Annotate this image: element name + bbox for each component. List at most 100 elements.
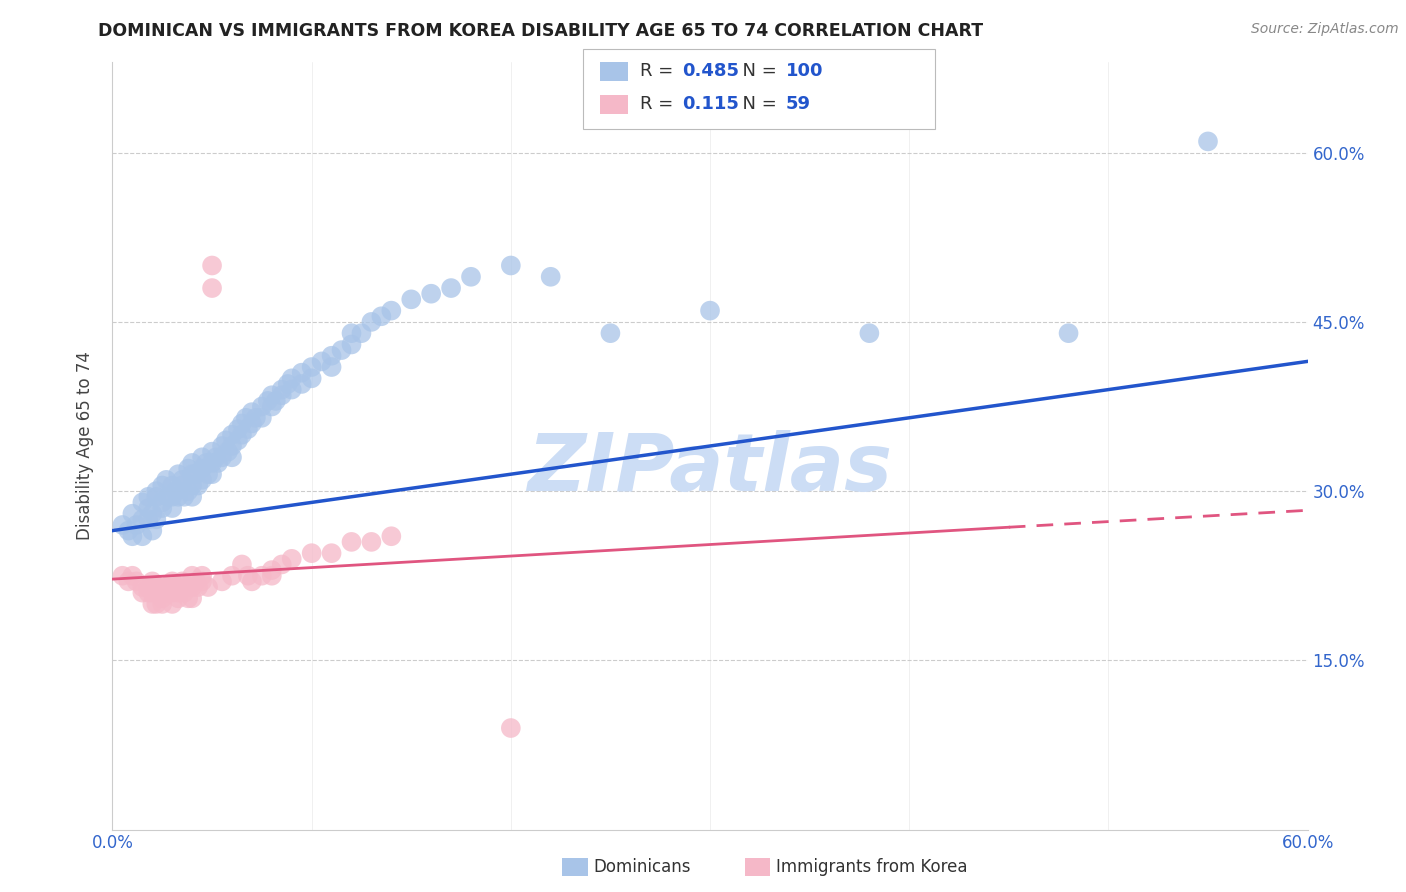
Point: [165, 484, 187, 499]
Point: [499, 721, 522, 735]
Text: Dominicans: Dominicans: [593, 858, 690, 876]
Point: [150, 501, 173, 516]
Point: [250, 568, 273, 582]
Point: [173, 585, 195, 599]
Point: [150, 597, 173, 611]
Point: [141, 585, 163, 599]
Text: R =: R =: [640, 95, 679, 113]
Point: [250, 410, 273, 425]
Point: [181, 467, 204, 482]
Point: [221, 568, 243, 582]
Point: [250, 400, 273, 414]
Point: [217, 444, 239, 458]
Point: [245, 410, 267, 425]
Point: [460, 269, 482, 284]
Text: Source: ZipAtlas.com: Source: ZipAtlas.com: [1251, 22, 1399, 37]
Point: [165, 580, 187, 594]
Point: [260, 568, 283, 582]
Point: [162, 574, 183, 589]
Point: [420, 286, 443, 301]
Point: [138, 512, 160, 526]
Point: [181, 580, 204, 594]
Point: [264, 393, 287, 408]
Point: [186, 467, 208, 482]
Point: [145, 580, 167, 594]
Point: [360, 315, 382, 329]
Point: [277, 376, 299, 391]
Point: [162, 490, 183, 504]
Point: [281, 383, 304, 397]
Text: 59: 59: [786, 95, 811, 113]
Point: [177, 461, 200, 475]
Point: [301, 371, 323, 385]
Point: [350, 326, 373, 341]
Point: [291, 366, 314, 380]
Point: [131, 580, 153, 594]
Point: [370, 310, 392, 324]
Point: [197, 580, 219, 594]
Text: DOMINICAN VS IMMIGRANTS FROM KOREA DISABILITY AGE 65 TO 74 CORRELATION CHART: DOMINICAN VS IMMIGRANTS FROM KOREA DISAB…: [98, 22, 984, 40]
Point: [149, 580, 172, 594]
Point: [162, 478, 183, 492]
Point: [270, 388, 292, 402]
Point: [1197, 135, 1219, 149]
Point: [1057, 326, 1080, 341]
Point: [181, 478, 204, 492]
Point: [177, 591, 200, 606]
Point: [226, 434, 249, 448]
Point: [141, 507, 163, 521]
Point: [187, 478, 209, 492]
Point: [380, 529, 402, 543]
Point: [311, 354, 333, 368]
Point: [181, 568, 204, 582]
Point: [380, 303, 402, 318]
Point: [301, 359, 323, 374]
Point: [235, 410, 257, 425]
Text: 0.115: 0.115: [682, 95, 738, 113]
Point: [321, 349, 343, 363]
Point: [173, 490, 195, 504]
Point: [201, 259, 224, 273]
Point: [321, 546, 343, 560]
Point: [540, 269, 562, 284]
Point: [145, 484, 167, 499]
Point: [157, 585, 180, 599]
Point: [240, 417, 263, 431]
Point: [191, 450, 214, 465]
Point: [138, 490, 160, 504]
Point: [138, 501, 160, 516]
Point: [699, 303, 721, 318]
Point: [157, 490, 180, 504]
Point: [145, 490, 167, 504]
Point: [145, 512, 167, 526]
Point: [117, 524, 139, 538]
Point: [131, 495, 153, 509]
Point: [141, 524, 163, 538]
Point: [281, 371, 304, 385]
Point: [226, 422, 249, 436]
Point: [205, 450, 228, 465]
Point: [111, 568, 134, 582]
Point: [211, 439, 233, 453]
Point: [121, 529, 143, 543]
Point: [117, 574, 139, 589]
Point: [191, 574, 214, 589]
Point: [141, 597, 163, 611]
Point: [191, 473, 214, 487]
Point: [162, 585, 183, 599]
Point: [340, 326, 363, 341]
Point: [201, 467, 224, 482]
Point: [177, 580, 200, 594]
Point: [301, 546, 323, 560]
Point: [131, 529, 153, 543]
Point: [340, 337, 363, 351]
Point: [599, 326, 621, 341]
Point: [260, 388, 283, 402]
Point: [138, 585, 160, 599]
Point: [340, 535, 363, 549]
Point: [201, 456, 224, 470]
Point: [240, 405, 263, 419]
Text: R =: R =: [640, 62, 679, 80]
Point: [121, 507, 143, 521]
Point: [162, 597, 183, 611]
